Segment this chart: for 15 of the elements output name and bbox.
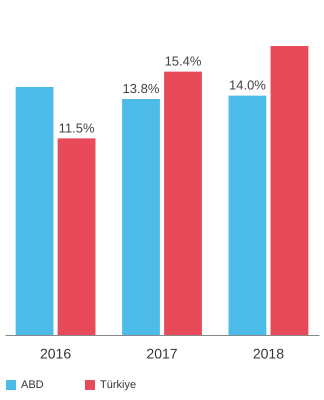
legend-label: Türkiye [100, 379, 136, 391]
data-label: 15.4% [164, 54, 202, 69]
bar [270, 46, 308, 335]
data-label: 13.8% [122, 81, 160, 96]
legend-label: ABD [21, 379, 44, 391]
x-tick-label: 2018 [252, 346, 284, 362]
bar [228, 96, 266, 335]
data-label: 11.5% [58, 120, 95, 136]
bar [58, 138, 96, 335]
bar [122, 99, 160, 335]
x-tick-label: 2017 [146, 346, 178, 362]
data-label: 14.0% [228, 78, 266, 93]
bar [16, 87, 54, 335]
x-tick-label: 2016 [40, 346, 72, 362]
bar [164, 72, 202, 335]
